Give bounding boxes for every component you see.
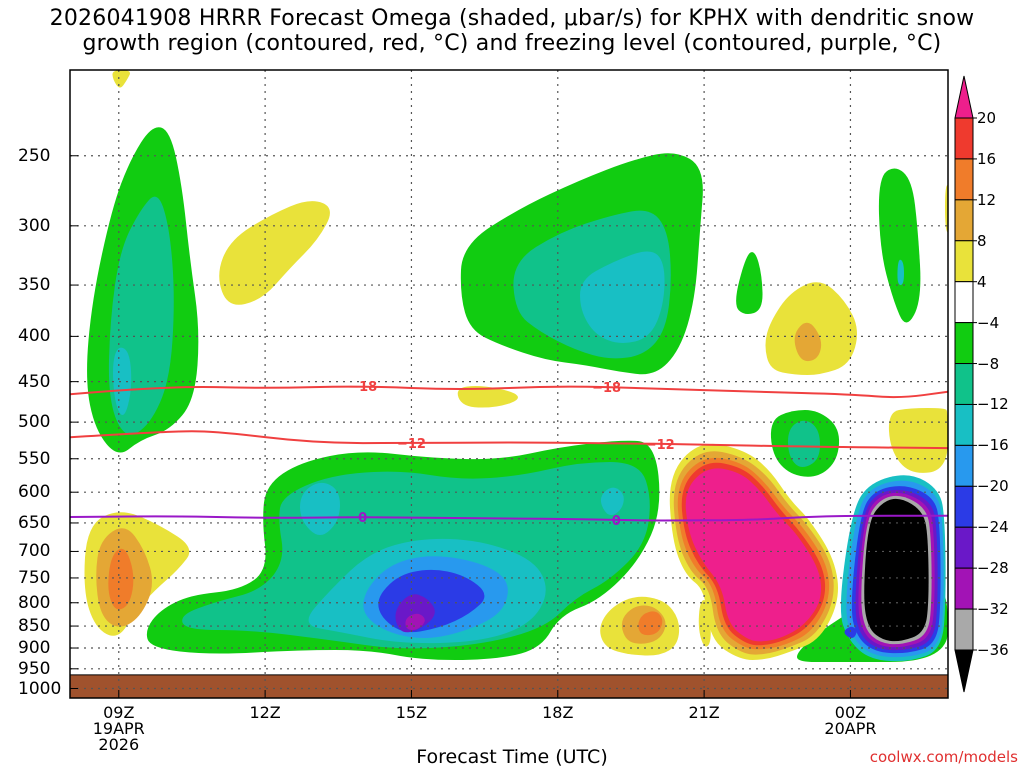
ground-fill	[70, 674, 948, 698]
y-tick-label-500: 500	[18, 412, 51, 433]
colorbar-label-1: 20	[977, 109, 997, 127]
contour-lines: −18 −18 −12 −12 0 0	[70, 380, 948, 529]
y-tick-label-850: 850	[18, 616, 51, 637]
title-line-2: growth region (contoured, red, °C) and f…	[82, 31, 942, 56]
x-tick-label-18Z: 18Z	[542, 703, 574, 722]
x-tick-label-21Z: 21Z	[688, 703, 720, 722]
colorbar-label-5: 4	[977, 272, 987, 291]
colorbar-label-2: 16	[977, 149, 997, 168]
contour-line-2	[70, 430, 948, 450]
y-tick-label-400: 400	[18, 326, 51, 347]
colorbar-box-3	[954, 199, 974, 242]
colorbar-box-5	[954, 281, 974, 324]
colorbar-bottom-arrow	[954, 649, 974, 693]
y-tick-label-900: 900	[18, 638, 51, 659]
colorbar-box-13	[954, 608, 974, 651]
x-tick-year-09Z: 2026	[98, 735, 140, 754]
omega-shading	[84, 70, 948, 662]
y-tick-label-800: 800	[18, 592, 51, 613]
omega-region-17	[457, 386, 518, 408]
omega-region-33	[638, 611, 663, 636]
colorbar-label-8: −12	[977, 395, 1009, 414]
contour-line-3	[70, 514, 948, 522]
colorbar-label-6: −4	[977, 313, 1000, 332]
omega-region-49	[844, 626, 857, 638]
contour-line-1	[70, 385, 948, 399]
ground-layer	[70, 674, 948, 698]
omega-region-21	[300, 482, 340, 535]
omega-region-12	[878, 168, 921, 323]
omega-region-8	[108, 548, 134, 610]
colorbar-box-8	[954, 403, 974, 446]
y-tick-label-700: 700	[18, 541, 51, 562]
colorbar-top-arrow	[954, 75, 974, 119]
y-tick-label-750: 750	[18, 567, 51, 588]
omega-region-3	[113, 347, 132, 415]
contour-label-3-2: 0	[612, 514, 621, 529]
x-tick-label-09Z: 09Z	[103, 703, 135, 722]
title-line-1: 2026041908 HRRR Forecast Omega (shaded, …	[49, 6, 975, 31]
contour-label-2-2: −12	[646, 438, 675, 453]
y-tick-label-600: 600	[18, 482, 51, 503]
colorbar-box-6	[954, 322, 974, 365]
x-tick-date-09Z: 19APR	[92, 719, 145, 738]
colorbar-box-7	[954, 363, 974, 405]
colorbar-box-10	[954, 485, 974, 528]
colorbar-box-4	[954, 240, 974, 283]
omega-region-27	[395, 594, 435, 633]
y-tick-label-250: 250	[18, 145, 51, 166]
colorbar-label-9: −16	[977, 436, 1009, 455]
axis-ticks	[70, 155, 851, 698]
colorbar	[954, 75, 977, 693]
contour-label-3-1: 0	[358, 511, 367, 526]
omega-region-16	[794, 322, 822, 362]
omega-region-4	[112, 70, 130, 88]
y-tick-label-450: 450	[18, 371, 51, 392]
omega-region-41	[685, 468, 822, 642]
colorbar-label-10: −20	[977, 477, 1009, 496]
colorbar-box-12	[954, 567, 974, 610]
omega-region-28	[405, 613, 425, 630]
y-tick-label-550: 550	[18, 448, 51, 469]
y-tick-label-950: 950	[18, 658, 51, 679]
colorbar-label-11: −24	[977, 518, 1009, 537]
site-credit[interactable]: coolwx.com/models	[869, 748, 1018, 766]
omega-region-11	[580, 251, 665, 343]
colorbar-box-2	[954, 158, 974, 201]
y-tick-label-300: 300	[18, 215, 51, 236]
colorbar-box-9	[954, 444, 974, 487]
omega-region-35	[888, 408, 948, 473]
omega-region-30	[788, 420, 820, 467]
y-tick-label-350: 350	[18, 275, 51, 296]
colorbar-label-13: −32	[977, 600, 1009, 619]
plot-frame	[69, 69, 949, 699]
contour-label-1-2: −18	[592, 381, 621, 396]
x-tick-label-15Z: 15Z	[395, 703, 428, 722]
colorbar-box-1	[954, 117, 974, 160]
chart-title: 2026041908 HRRR Forecast Omega (shaded, …	[0, 6, 1024, 56]
y-tick-label-650: 650	[18, 512, 51, 533]
colorbar-label-7: −8	[977, 354, 1000, 373]
y-tick-label-1000: 1000	[18, 678, 62, 699]
omega-region-48	[864, 498, 929, 642]
x-tick-date-00Z: 20APR	[824, 719, 877, 738]
contour-label-1-1: −18	[348, 380, 377, 395]
colorbar-label-14: −36	[977, 641, 1009, 659]
colorbar-label-3: 12	[977, 190, 997, 209]
omega-region-22	[600, 487, 624, 516]
omega-region-14	[736, 252, 763, 315]
contour-label-2-1: −12	[397, 437, 426, 452]
x-axis-title: Forecast Time (UTC)	[416, 746, 608, 768]
omega-region-5	[219, 201, 330, 305]
colorbar-label-4: 8	[977, 231, 987, 250]
x-tick-label-00Z: 00Z	[834, 703, 867, 722]
colorbar-label-12: −28	[977, 559, 1009, 578]
x-tick-label-12Z: 12Z	[249, 703, 281, 722]
colorbar-box-11	[954, 526, 974, 569]
omega-region-13	[897, 259, 904, 285]
